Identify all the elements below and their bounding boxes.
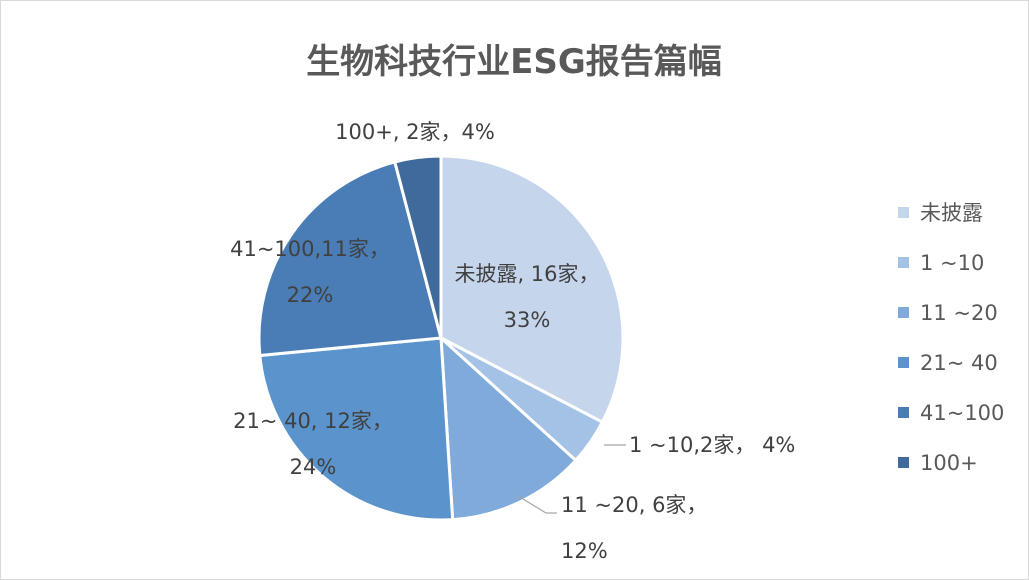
legend-swatch-100-plus — [898, 457, 909, 468]
data-label-21-40-percent: 24% — [290, 455, 337, 479]
data-label-41-100-percent: 22% — [287, 283, 334, 307]
legend-swatch-11-20 — [898, 307, 909, 318]
data-label-undisclosed-percent: 33% — [504, 308, 551, 332]
chart-title: 生物科技行业ESG报告篇幅 — [306, 42, 722, 82]
legend-label-41-100: 41~100 — [920, 401, 1004, 425]
legend-label-undisclosed: 未披露 — [920, 201, 983, 225]
legend-label-1-10: 1 ~10 — [920, 251, 984, 275]
data-label-11-20: 11 ~20, 6家， — [561, 493, 707, 517]
legend-swatch-1-10 — [898, 257, 909, 268]
legend-label-11-20: 11 ~20 — [920, 301, 998, 325]
legend-swatch-41-100 — [898, 407, 909, 418]
data-label-21-40: 21~ 40, 12家， — [233, 409, 393, 433]
leader-line-11-20 — [517, 495, 557, 514]
legend-label-100-plus: 100+ — [920, 451, 978, 475]
data-label-1-10: 1 ~10,2家， 4% — [629, 433, 795, 457]
legend-label-21-40: 21~ 40 — [920, 351, 998, 375]
pie-slice-100-plus — [392, 154, 443, 339]
data-label-undisclosed: 未披露, 16家， — [454, 262, 599, 286]
chart-legend: 未披露 1 ~10 11 ~20 21~ 40 41~100 100+ — [898, 201, 1004, 475]
data-label-41-100: 41~100,11家， — [230, 237, 390, 261]
data-label-11-20-percent: 12% — [561, 539, 608, 563]
data-label-100-plus: 100+, 2家，4% — [335, 120, 495, 144]
pie-slice-11-20 — [439, 334, 578, 522]
pie-slice-21-40 — [258, 336, 455, 522]
legend-swatch-21-40 — [898, 357, 909, 368]
legend-swatch-undisclosed — [898, 207, 909, 218]
pie-slice-undisclosed — [439, 154, 625, 425]
pie-slice-41-100 — [257, 160, 443, 358]
